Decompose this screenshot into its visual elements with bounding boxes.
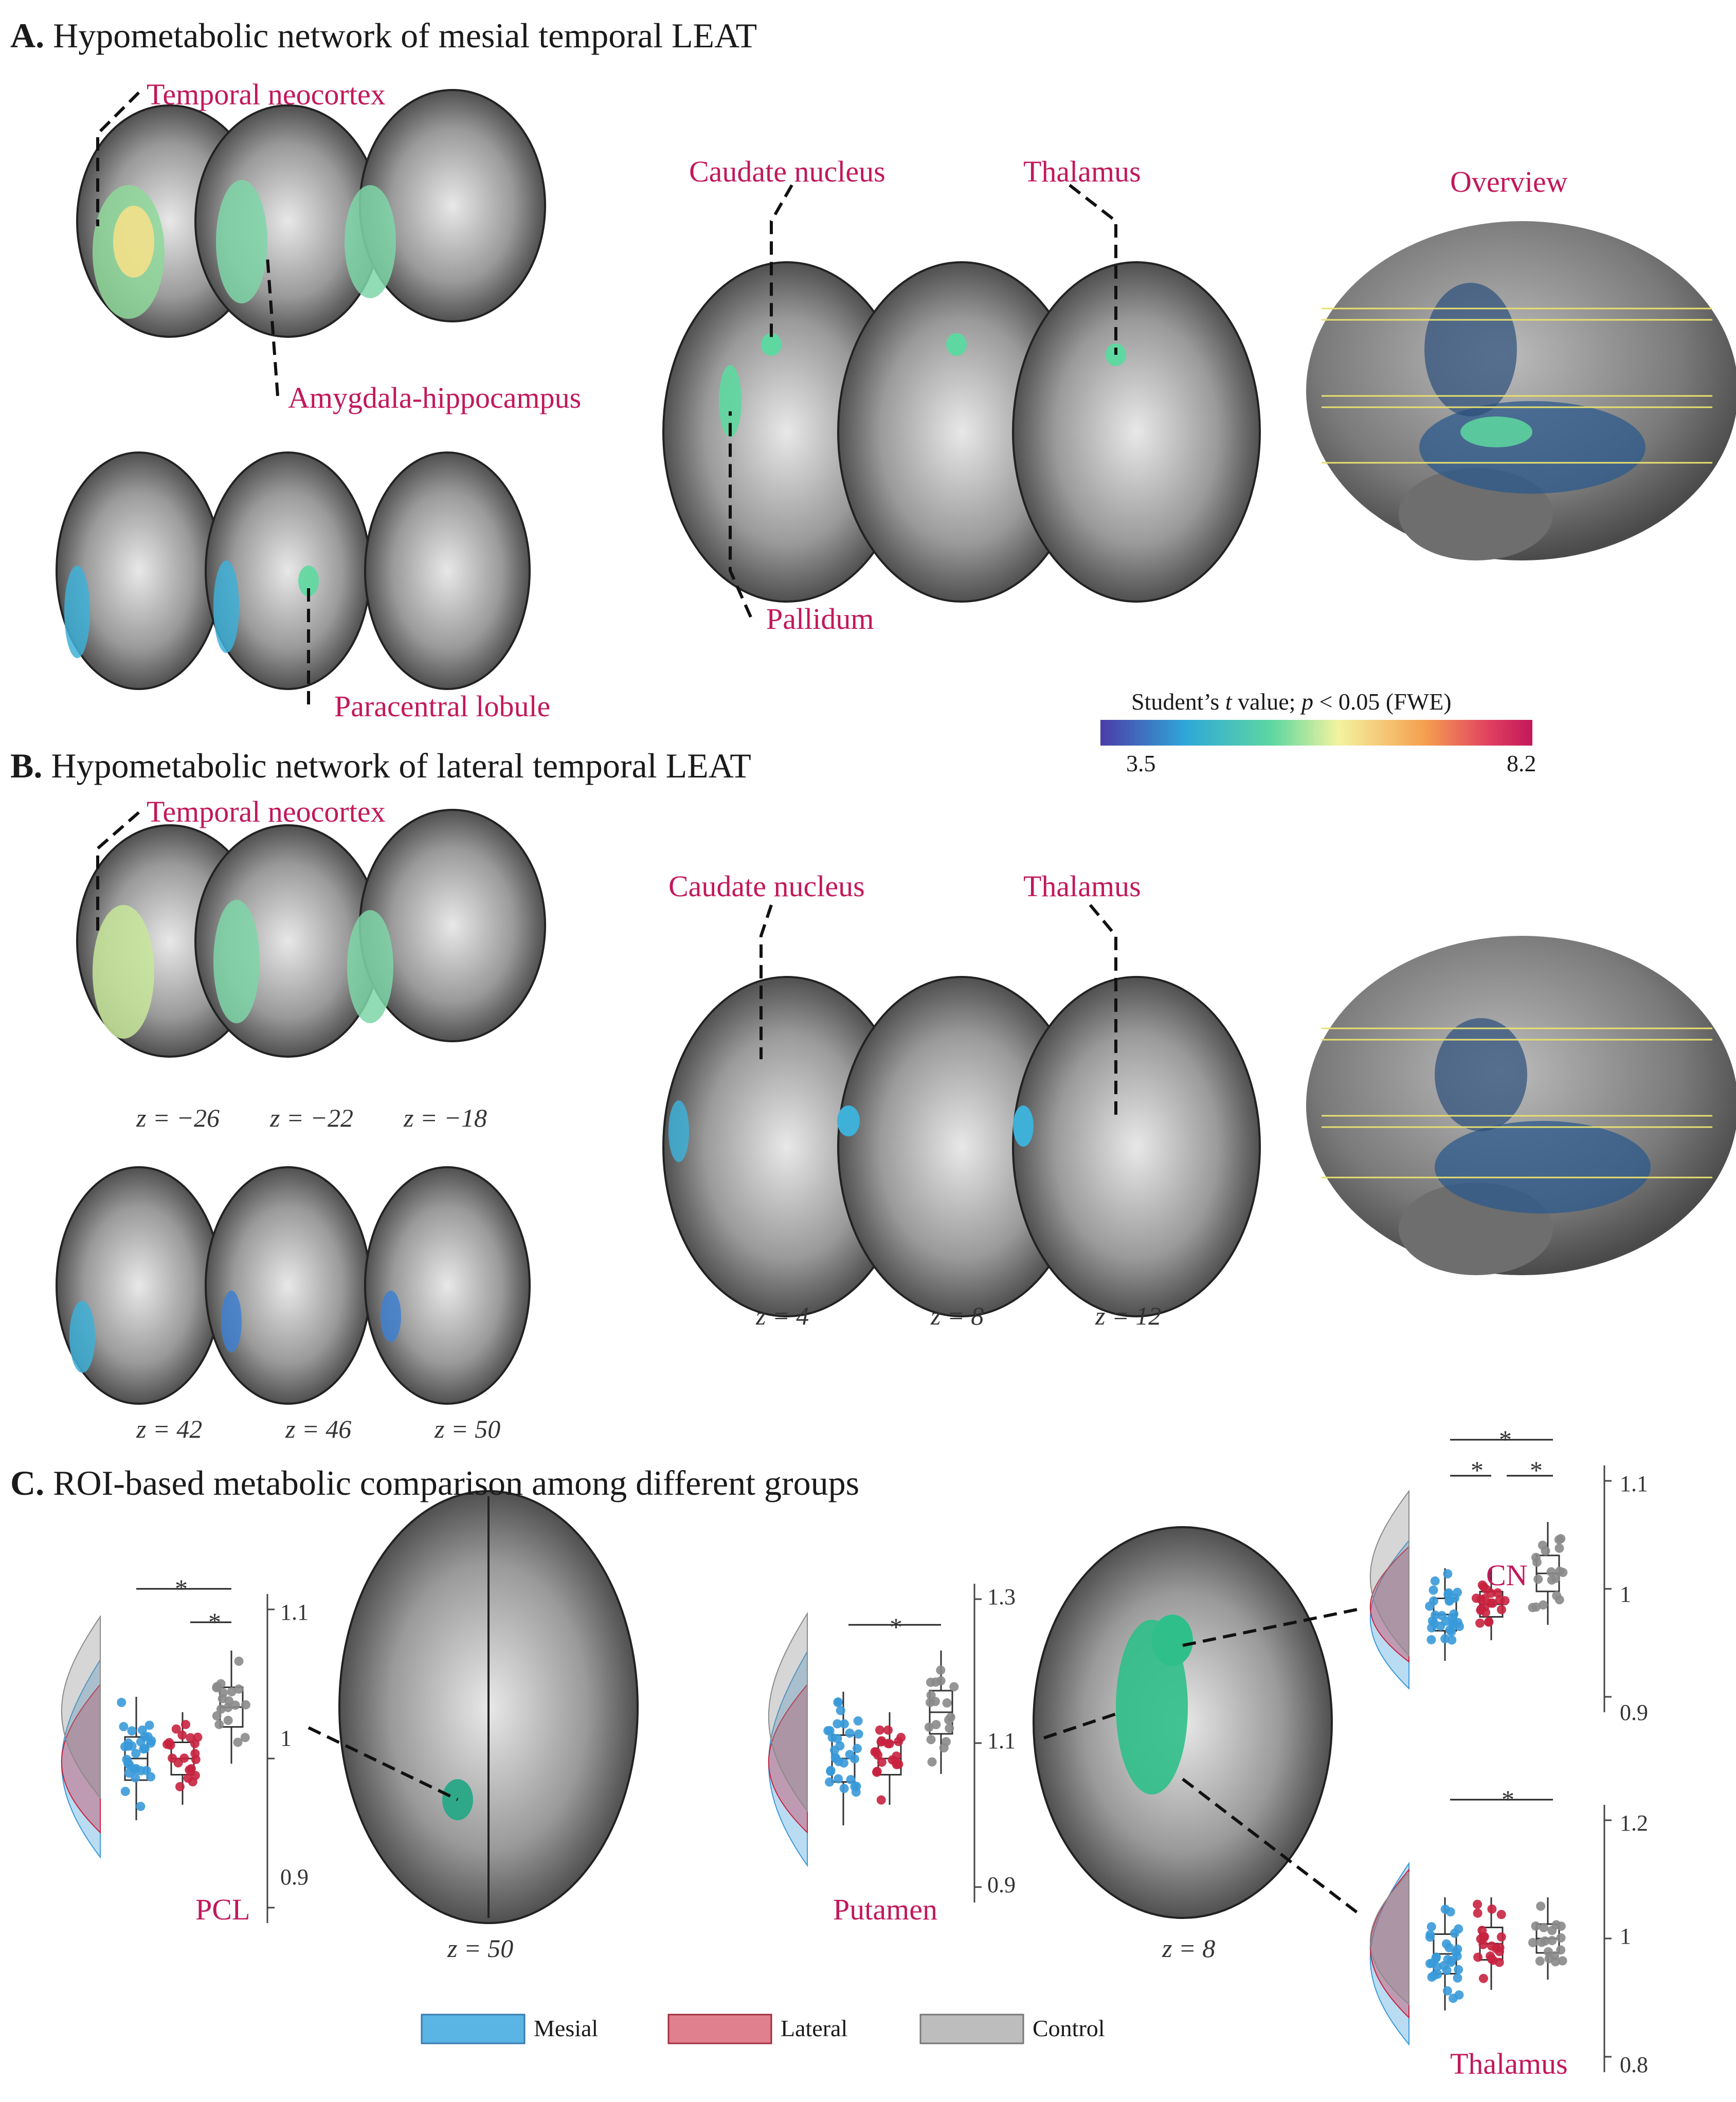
c-brain-pcl bbox=[308, 1490, 639, 1924]
a-axial-mid bbox=[662, 261, 1261, 603]
b-z-label-2: z = −22 bbox=[270, 1103, 353, 1132]
b-axial-row2 bbox=[56, 1166, 531, 1405]
c-plot-label-putamen: Putamen bbox=[833, 1893, 937, 1926]
a-axial-row2 bbox=[56, 451, 531, 690]
a-label-thalamus: Thalamus bbox=[1023, 155, 1141, 188]
cn-tick-top: 1.1 bbox=[1620, 1471, 1648, 1496]
panel-b-title: B. Hypometabolic network of lateral temp… bbox=[10, 746, 751, 785]
putamen-tick-top: 1.3 bbox=[987, 1584, 1016, 1609]
b-leader-lines bbox=[96, 811, 1117, 1121]
panel-c-title: C. ROI-based metabolic comparison among … bbox=[10, 1463, 860, 1502]
pcl-sig-2: * bbox=[208, 1607, 221, 1636]
putamen-tick-bot: 0.9 bbox=[987, 1872, 1016, 1897]
thal-tick-bot: 0.8 bbox=[1620, 2052, 1648, 2077]
b-z-label-6: z = 50 bbox=[435, 1415, 501, 1443]
colorbar-title: Student’s t value; p < 0.05 (FWE) bbox=[1131, 688, 1452, 715]
b-z-label-7: z = 4 bbox=[756, 1301, 809, 1330]
a-label-amygdala-hippocampus: Amygdala-hippocampus bbox=[288, 381, 582, 414]
putamen-tick-mid: 1.1 bbox=[987, 1728, 1016, 1753]
b-axial-row1 bbox=[76, 809, 546, 1058]
b-z-label-1: z = −26 bbox=[136, 1103, 220, 1132]
a-label-temporal-neocortex: Temporal neocortex bbox=[147, 78, 386, 111]
legend-control: Control bbox=[1033, 2015, 1105, 2041]
a-label-overview: Overview bbox=[1450, 165, 1568, 198]
pcl-tick-bot: 0.9 bbox=[280, 1864, 309, 1890]
thal-sig-1: * bbox=[1502, 1785, 1514, 1814]
cn-sig-1: * bbox=[1499, 1425, 1512, 1454]
a-leader-lines bbox=[96, 91, 1117, 704]
colorbar-max: 8.2 bbox=[1507, 750, 1536, 776]
thal-tick-mid: 1 bbox=[1620, 1924, 1631, 1949]
a-axial-row1 bbox=[76, 89, 546, 338]
c-z-label-sub: z = 8 bbox=[1162, 1934, 1216, 1963]
colorbar-min: 3.5 bbox=[1126, 750, 1156, 776]
a-overview-3d bbox=[1306, 221, 1736, 560]
legend-lateral: Lateral bbox=[781, 2015, 848, 2041]
cn-sig-2: * bbox=[1471, 1456, 1484, 1484]
pcl-tick-top: 1.1 bbox=[280, 1600, 309, 1625]
c-plot-label-thalamus: Thalamus bbox=[1450, 2047, 1568, 2080]
c-plot-label-cn: CN bbox=[1486, 1559, 1528, 1592]
b-z-label-3: z = −18 bbox=[404, 1103, 487, 1132]
b-label-thalamus: Thalamus bbox=[1023, 869, 1141, 903]
c-z-label-pcl: z = 50 bbox=[447, 1934, 514, 1963]
b-label-caudate-nucleus: Caudate nucleus bbox=[668, 869, 865, 903]
b-axial-mid bbox=[662, 976, 1261, 1317]
colorbar bbox=[1100, 720, 1532, 746]
thal-tick-top: 1.2 bbox=[1620, 1810, 1648, 1836]
b-z-label-4: z = 42 bbox=[136, 1415, 203, 1443]
b-z-label-9: z = 12 bbox=[1095, 1301, 1162, 1330]
a-label-pallidum: Pallidum bbox=[766, 602, 874, 636]
putamen-sig-1: * bbox=[890, 1612, 902, 1641]
pcl-sig-1: * bbox=[175, 1574, 188, 1603]
a-label-caudate-nucleus: Caudate nucleus bbox=[689, 155, 885, 188]
b-overview-3d bbox=[1306, 936, 1736, 1275]
legend-mesial: Mesial bbox=[534, 2015, 599, 2041]
b-z-label-8: z = 8 bbox=[931, 1301, 984, 1330]
cn-tick-mid: 1 bbox=[1620, 1582, 1631, 1607]
pcl-tick-mid: 1 bbox=[280, 1726, 292, 1751]
a-label-paracentral-lobule: Paracentral lobule bbox=[334, 690, 551, 723]
c-legend-swatches bbox=[421, 2014, 1024, 2044]
cn-tick-bot: 0.9 bbox=[1620, 1700, 1648, 1725]
c-plot-label-pcl: PCL bbox=[195, 1893, 250, 1926]
b-label-temporal-neocortex: Temporal neocortex bbox=[147, 795, 386, 828]
cn-sig-3: * bbox=[1530, 1456, 1543, 1484]
b-z-label-5: z = 46 bbox=[285, 1415, 352, 1443]
c-brain-subcortical bbox=[1033, 1526, 1359, 1919]
panel-a-title: A. Hypometabolic network of mesial tempo… bbox=[10, 16, 757, 55]
